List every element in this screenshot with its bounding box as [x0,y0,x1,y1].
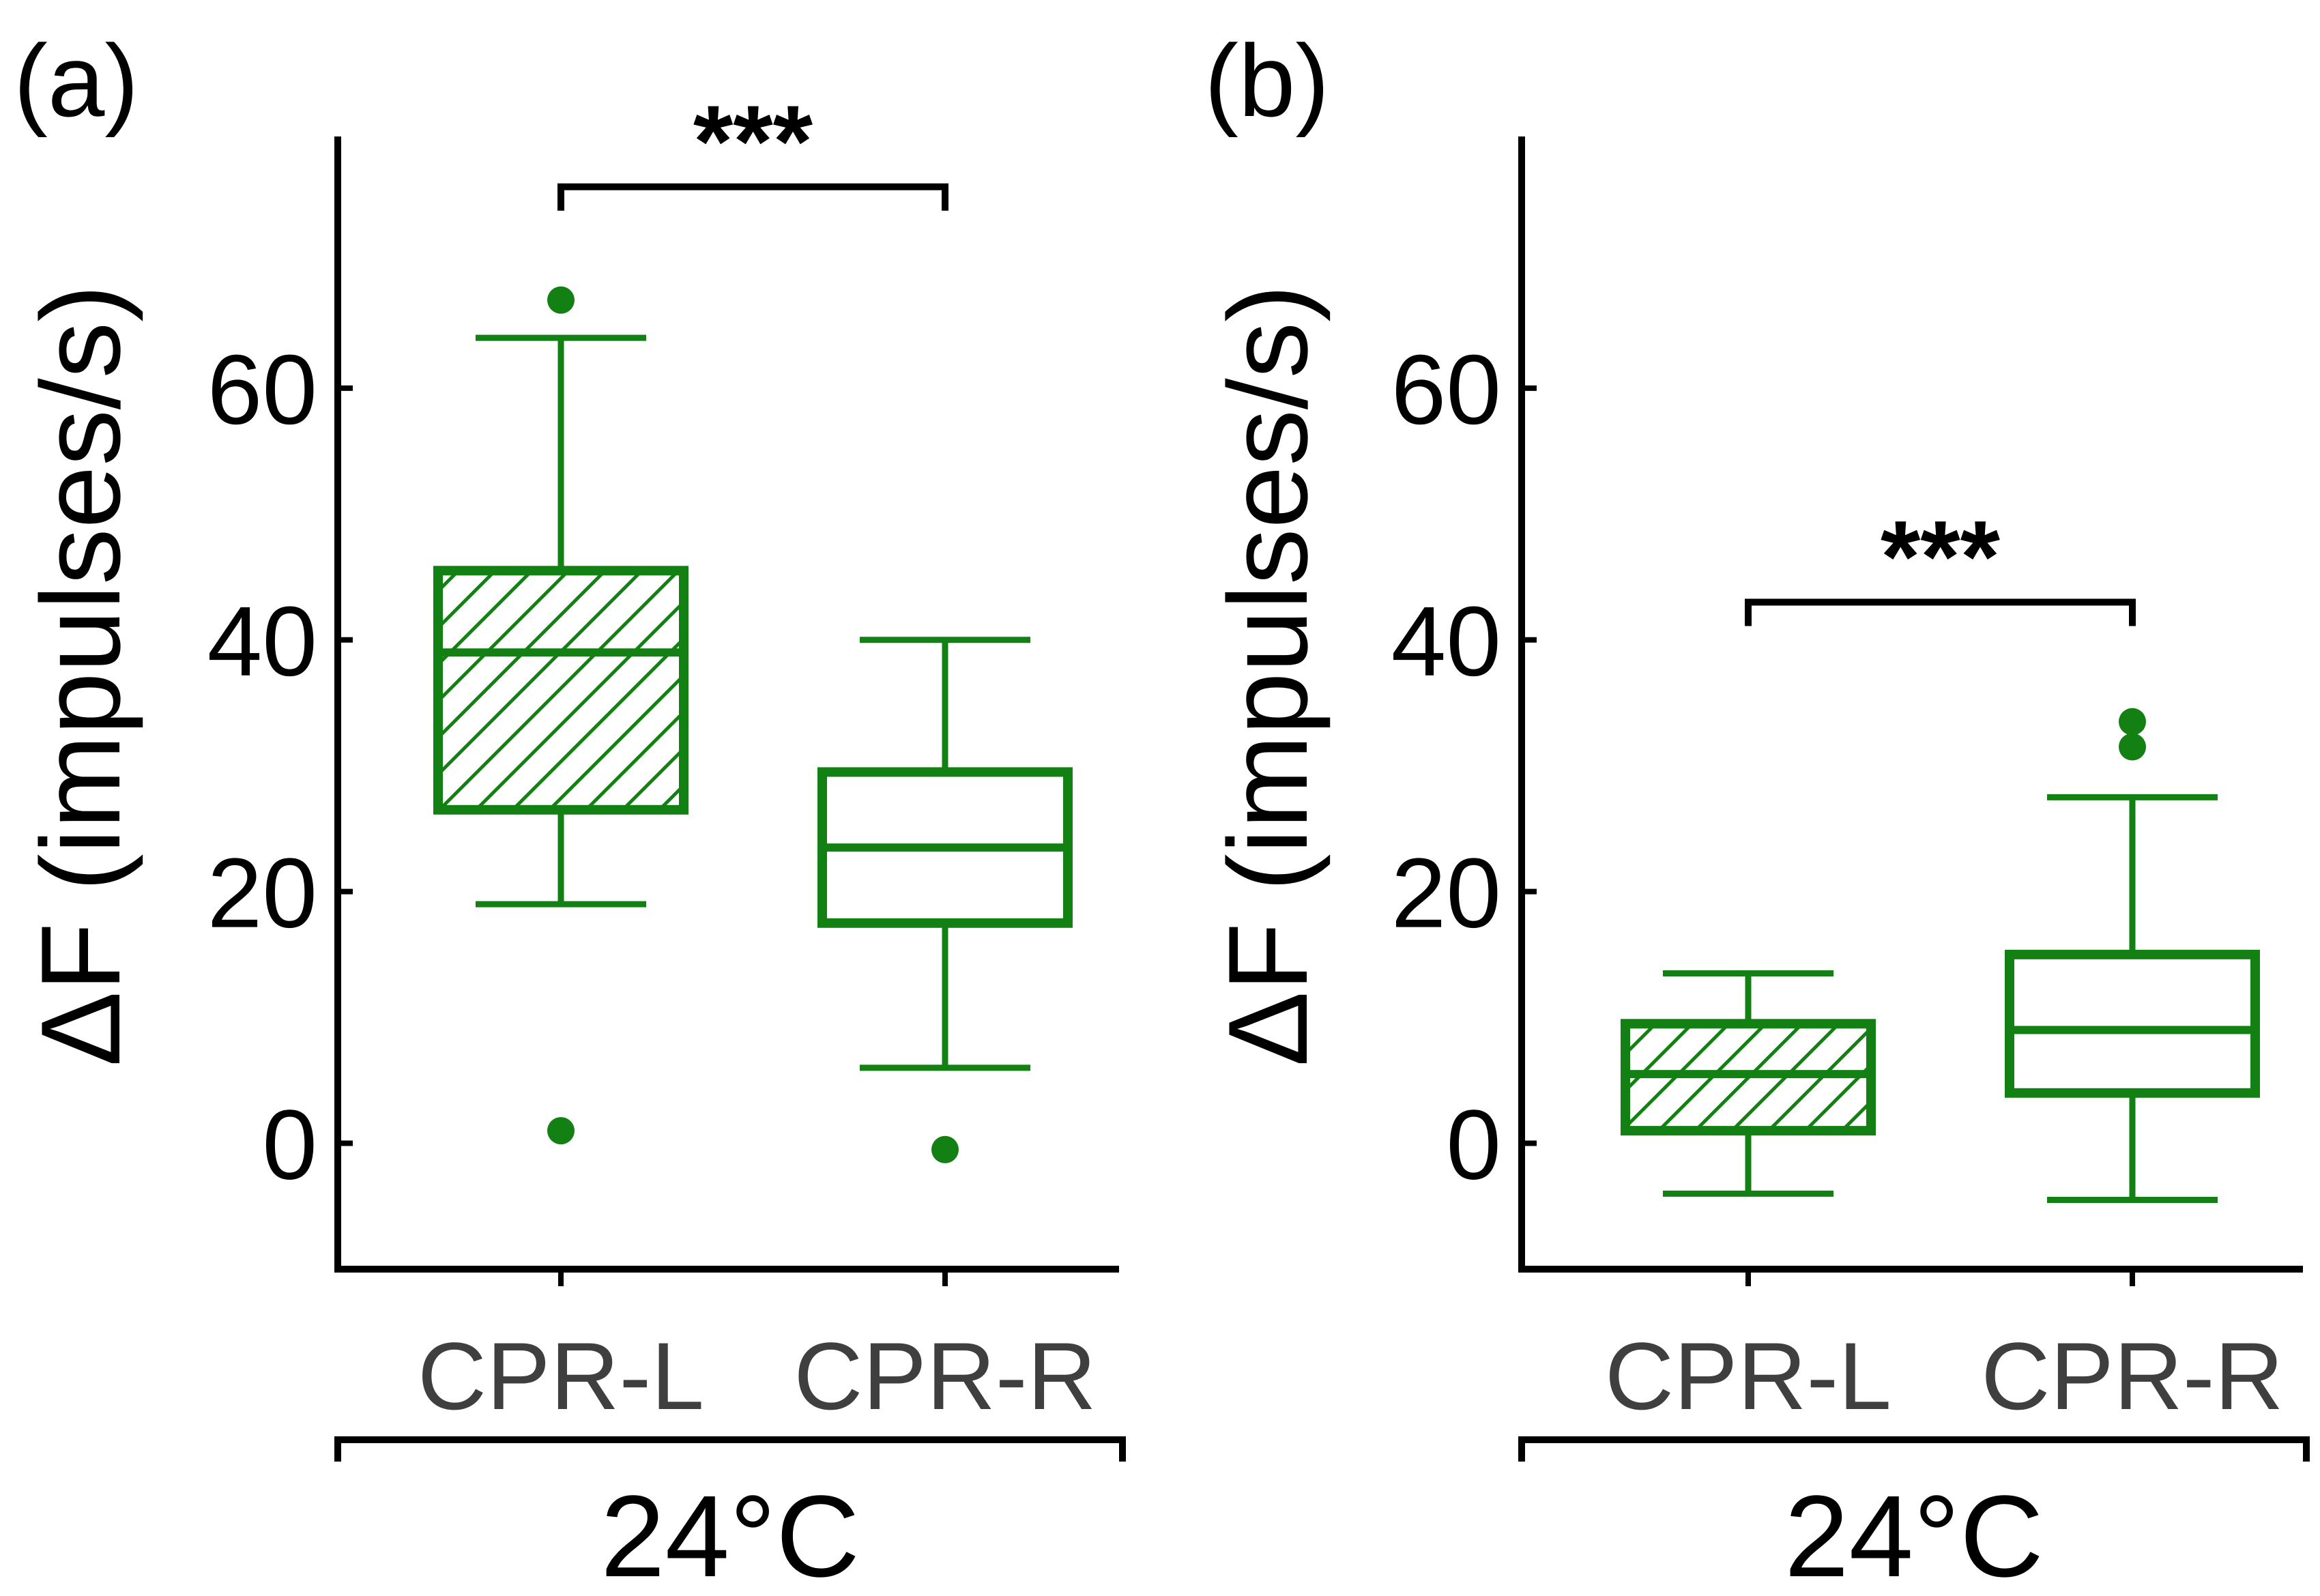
y-tick-label: 60 [1391,334,1501,445]
significance-label: *** [693,84,813,199]
box-cpr-l [433,286,688,1145]
outlier-point [2119,733,2146,761]
y-tick-label: 20 [1391,838,1501,948]
outlier-point [547,1117,575,1145]
box-cpr-l [1621,970,1876,1197]
y-tick-label: 20 [207,838,317,948]
x-tick-label: CPR-L [418,1322,704,1430]
y-tick-label: 0 [1446,1090,1501,1200]
group-bracket [1518,1436,2310,1462]
significance-bracket [557,183,948,211]
iqr-box [433,566,688,815]
box-cpr-r [2005,708,2260,1204]
significance-bracket [1745,598,2136,626]
panel-b: (b) ΔF (impulses/s) 0 20 40 60 CPR-L CPR-R 24°C *… [1204,23,2310,1596]
outlier-point [547,286,575,314]
y-tick-label: 0 [262,1090,317,1200]
box-cpr-r [817,637,1073,1163]
group-label: 24°C [1784,1472,2044,1596]
y-axis-label: ΔF (impulses/s) [18,285,143,1067]
outlier-point [2119,708,2146,736]
panel-a: (a) ΔF (impulses/s) 0 20 40 60 CPR-L CPR-R 24°C *… [14,23,1126,1596]
outlier-point [931,1135,959,1163]
x-tick-label: CPR-R [1981,1322,2283,1430]
y-tick-label: 40 [207,586,317,697]
group-label: 24°C [600,1472,860,1596]
y-axis-label: ΔF (impulses/s) [1205,285,1331,1067]
panel-label: (b) [1204,23,1329,138]
x-tick-label: CPR-L [1605,1322,1891,1430]
iqr-box [2005,949,2260,1098]
panel-label: (a) [14,23,139,138]
y-tick-label: 40 [1391,586,1501,697]
significance-label: *** [1881,499,2001,613]
x-tick-label: CPR-R [794,1322,1096,1430]
group-bracket [334,1436,1126,1462]
y-tick-label: 60 [207,334,317,445]
